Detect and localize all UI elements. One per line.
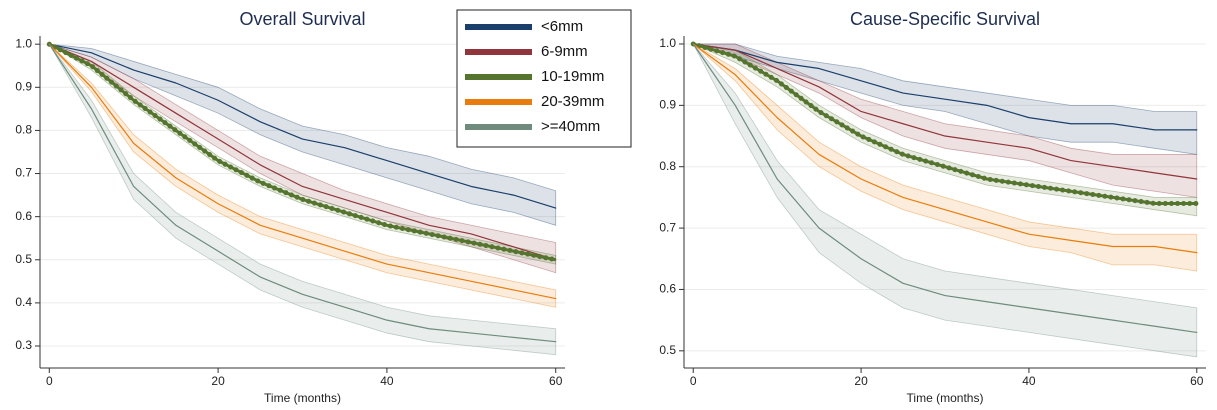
survival-line (692, 43, 1198, 254)
legend-label: 20-39mm (541, 93, 604, 110)
y-tick-label: 0.8 (15, 123, 32, 137)
y-tick-label: 0.7 (15, 166, 32, 180)
legend-label: >=40mm (541, 118, 600, 135)
x-tick-label: 60 (1190, 374, 1204, 388)
survival-line (692, 43, 1198, 334)
legend-label: 10-19mm (541, 68, 604, 85)
y-tick-label: 0.5 (15, 252, 32, 266)
x-tick-label: 0 (690, 374, 697, 388)
x-axis-label: Time (months) (264, 391, 341, 405)
y-tick-label: 0.3 (15, 338, 32, 352)
survival-line (692, 43, 1198, 180)
y-tick-label: 0.9 (659, 98, 676, 112)
confidence-band (693, 43, 1198, 198)
chart-title: Overall Survival (239, 9, 365, 29)
y-tick-label: 1.0 (659, 36, 676, 50)
survival-line (48, 43, 557, 261)
x-tick-label: 40 (1022, 374, 1036, 388)
survival-line (48, 43, 557, 300)
survival-line (48, 43, 557, 209)
chart-title: Cause-Specific Survival (850, 9, 1040, 29)
x-axis-label: Time (months) (907, 391, 984, 405)
survival-line (692, 43, 1198, 131)
x-tick-label: 0 (46, 374, 53, 388)
y-tick-label: 0.9 (15, 79, 32, 93)
y-tick-label: 0.7 (659, 220, 676, 234)
y-tick-label: 0.8 (659, 159, 676, 173)
y-tick-label: 0.6 (15, 209, 32, 223)
legend-label: 6-9mm (541, 43, 588, 60)
survival-line-core (692, 42, 1197, 206)
x-tick-label: 40 (380, 374, 394, 388)
survival-line-core (48, 42, 557, 262)
y-tick-label: 0.6 (659, 282, 676, 296)
legend-label: <6mm (541, 18, 583, 35)
y-tick-label: 1.0 (15, 36, 32, 50)
y-tick-label: 0.4 (15, 295, 32, 309)
x-tick-label: 20 (854, 374, 868, 388)
x-tick-label: 20 (211, 374, 225, 388)
survival-line (48, 43, 557, 343)
y-tick-label: 0.5 (659, 343, 676, 357)
x-tick-label: 60 (549, 374, 563, 388)
